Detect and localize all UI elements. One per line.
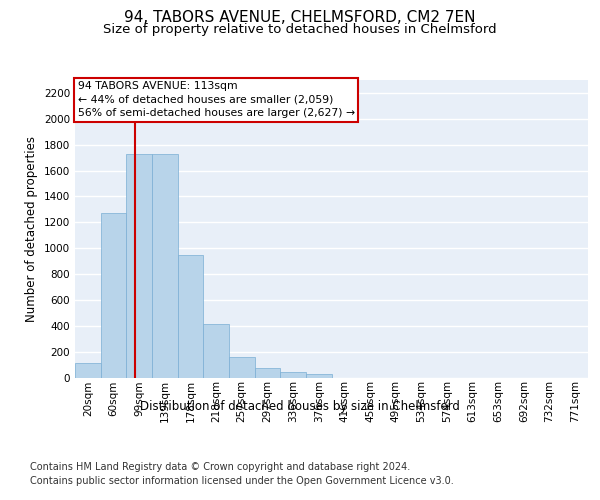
- Text: Distribution of detached houses by size in Chelmsford: Distribution of detached houses by size …: [140, 400, 460, 413]
- Bar: [152, 154, 178, 378]
- Text: 94 TABORS AVENUE: 113sqm
← 44% of detached houses are smaller (2,059)
56% of sem: 94 TABORS AVENUE: 113sqm ← 44% of detach…: [77, 82, 355, 118]
- Bar: [254, 368, 280, 378]
- Bar: [178, 254, 203, 378]
- Bar: [75, 364, 101, 378]
- Text: 94, TABORS AVENUE, CHELMSFORD, CM2 7EN: 94, TABORS AVENUE, CHELMSFORD, CM2 7EN: [124, 10, 476, 25]
- Y-axis label: Number of detached properties: Number of detached properties: [25, 136, 38, 322]
- Bar: [127, 154, 152, 378]
- Text: Contains HM Land Registry data © Crown copyright and database right 2024.: Contains HM Land Registry data © Crown c…: [30, 462, 410, 472]
- Text: Size of property relative to detached houses in Chelmsford: Size of property relative to detached ho…: [103, 22, 497, 36]
- Bar: [229, 358, 254, 378]
- Text: Contains public sector information licensed under the Open Government Licence v3: Contains public sector information licen…: [30, 476, 454, 486]
- Bar: [203, 324, 229, 378]
- Bar: [306, 374, 331, 378]
- Bar: [280, 372, 306, 378]
- Bar: [101, 213, 127, 378]
